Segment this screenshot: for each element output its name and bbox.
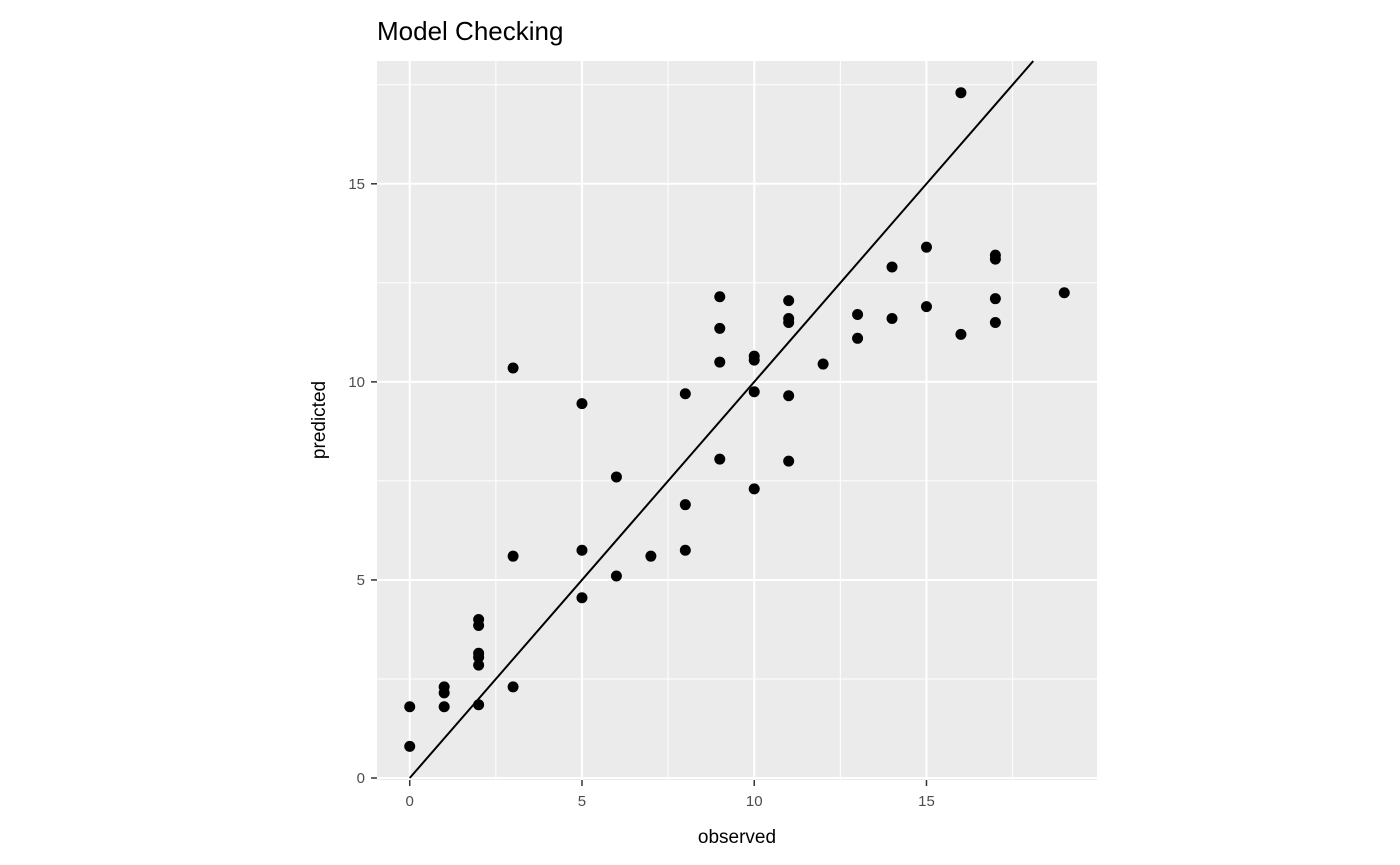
x-axis-label: observed <box>698 827 776 848</box>
data-point <box>714 291 726 303</box>
data-point <box>989 293 1001 305</box>
data-point <box>404 740 416 752</box>
y-tick-label: 5 <box>357 572 365 589</box>
data-point <box>852 332 864 344</box>
data-point <box>714 453 726 465</box>
data-point <box>507 550 519 562</box>
data-point <box>783 455 795 467</box>
data-point <box>645 550 657 562</box>
data-point <box>817 358 829 370</box>
data-point <box>507 681 519 693</box>
data-point <box>886 312 898 324</box>
y-tick-label: 0 <box>357 770 365 787</box>
data-point <box>473 620 485 632</box>
y-tick-label: 10 <box>348 374 365 391</box>
data-point <box>1058 287 1070 299</box>
data-point <box>955 87 967 99</box>
data-point <box>679 544 691 556</box>
data-point <box>714 322 726 334</box>
x-axis: 0 5 10 15 <box>406 780 935 810</box>
data-point <box>473 699 485 711</box>
y-tick-label: 15 <box>348 176 365 193</box>
data-point <box>610 471 622 483</box>
data-point <box>748 483 760 495</box>
data-point <box>610 570 622 582</box>
x-tick-label: 15 <box>918 793 935 810</box>
data-point <box>576 592 588 604</box>
data-point <box>473 651 485 663</box>
data-point <box>783 295 795 307</box>
data-point <box>507 362 519 374</box>
x-tick-label: 10 <box>746 793 763 810</box>
data-point <box>989 253 1001 265</box>
data-point <box>576 544 588 556</box>
data-point <box>404 701 416 713</box>
data-point <box>852 309 864 321</box>
data-point <box>679 388 691 400</box>
data-point <box>886 261 898 273</box>
major-gridlines <box>377 61 1097 780</box>
chart-title: Model Checking <box>377 16 563 46</box>
plot-panel <box>377 61 1097 780</box>
data-point <box>989 316 1001 328</box>
reference-line-group <box>408 60 1035 779</box>
y-axis-label: predicted <box>309 381 330 459</box>
data-point <box>714 356 726 368</box>
data-point <box>576 398 588 410</box>
data-point <box>920 241 932 253</box>
data-point <box>783 390 795 402</box>
data-point <box>920 301 932 313</box>
data-point <box>679 499 691 511</box>
data-points <box>404 87 1070 752</box>
data-point <box>748 354 760 366</box>
x-tick-label: 5 <box>578 793 586 810</box>
y-axis: 0 5 10 15 <box>348 176 377 787</box>
data-point <box>955 328 967 340</box>
data-point <box>748 386 760 398</box>
data-point <box>783 316 795 328</box>
data-point <box>473 659 485 671</box>
x-tick-label: 0 <box>406 793 414 810</box>
data-point <box>438 701 450 713</box>
data-point <box>438 687 450 699</box>
reference-line <box>408 60 1035 779</box>
